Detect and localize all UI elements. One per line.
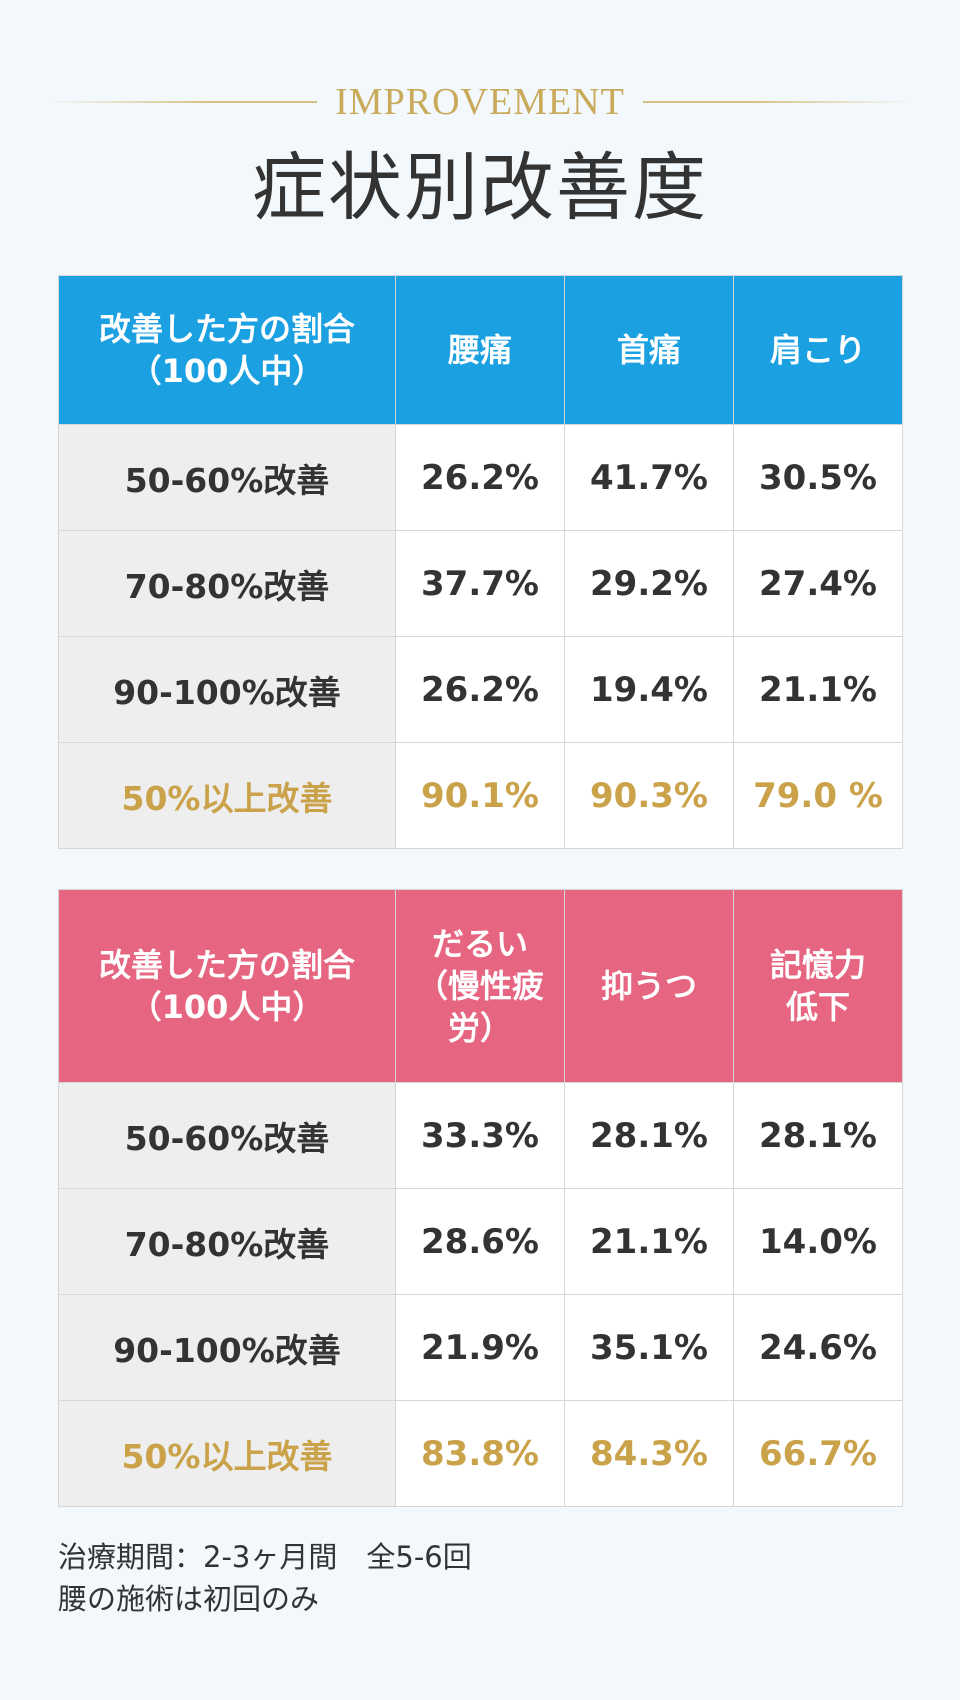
corner-header-line2: （100人中） <box>129 352 325 390</box>
row-label-total: 50%以上改善 <box>58 742 396 849</box>
table-cell: 41.7% <box>564 424 734 531</box>
corner-header: 改善した方の割合 （100人中） <box>58 889 396 1083</box>
row-label: 90-100%改善 <box>58 636 396 743</box>
column-header-memory-line2: 低下 <box>785 988 850 1026</box>
column-header-depression: 抑うつ <box>564 889 734 1083</box>
page-title: 症状別改善度 <box>252 145 708 231</box>
table-row-total: 50%以上改善 83.8% 84.3% 66.7% <box>58 1400 903 1507</box>
table-cell: 29.2% <box>564 530 734 637</box>
page-header: IMPROVEMENT 症状別改善度 <box>0 0 960 260</box>
footnote: 治療期間：2-3ヶ月間 全5-6回 腰の施術は初回のみ <box>58 1536 472 1620</box>
table-header-row: 改善した方の割合 （100人中） 腰痛 首痛 肩こり <box>58 275 903 425</box>
column-header-lower-back-pain: 腰痛 <box>395 275 565 425</box>
column-header-memory-decline: 記憶力 低下 <box>733 889 903 1083</box>
divider-line-left <box>47 101 318 103</box>
divider-line-right <box>642 101 913 103</box>
footnote-treatment-period: 治療期間：2-3ヶ月間 全5-6回 <box>58 1540 472 1574</box>
table-cell-total: 84.3% <box>564 1400 734 1507</box>
row-label: 50-60%改善 <box>58 424 396 531</box>
table-cell: 24.6% <box>733 1294 903 1401</box>
table-cell: 28.1% <box>564 1082 734 1189</box>
improvement-table-mental: 改善した方の割合 （100人中） だるい （慢性疲 労） 抑うつ 記憶力 低下 … <box>58 889 903 1507</box>
table-row: 70-80%改善 28.6% 21.1% 14.0% <box>58 1188 903 1295</box>
table-row: 50-60%改善 26.2% 41.7% 30.5% <box>58 424 903 531</box>
table-cell: 19.4% <box>564 636 734 743</box>
corner-header-line1: 改善した方の割合 <box>98 310 355 348</box>
table-cell: 21.1% <box>564 1188 734 1295</box>
table-cell-total: 90.3% <box>564 742 734 849</box>
corner-header-line1: 改善した方の割合 <box>98 946 355 984</box>
improvement-table-pain: 改善した方の割合 （100人中） 腰痛 首痛 肩こり 50-60%改善 26.2… <box>58 275 903 849</box>
table-header-row: 改善した方の割合 （100人中） だるい （慢性疲 労） 抑うつ 記憶力 低下 <box>58 889 903 1083</box>
table-cell: 28.1% <box>733 1082 903 1189</box>
row-label-total: 50%以上改善 <box>58 1400 396 1507</box>
table-cell: 21.9% <box>395 1294 565 1401</box>
eyebrow-label: IMPROVEMENT <box>335 81 625 123</box>
table-row: 90-100%改善 26.2% 19.4% 21.1% <box>58 636 903 743</box>
table-cell-total: 79.0 % <box>733 742 903 849</box>
table-cell: 28.6% <box>395 1188 565 1295</box>
table-cell: 26.2% <box>395 424 565 531</box>
table-row: 90-100%改善 21.9% 35.1% 24.6% <box>58 1294 903 1401</box>
footnote-lower-back-note: 腰の施術は初回のみ <box>58 1582 320 1616</box>
column-header-fatigue-line1: だるい <box>431 925 528 963</box>
table-cell-total: 83.8% <box>395 1400 565 1507</box>
row-label: 70-80%改善 <box>58 1188 396 1295</box>
table-row-total: 50%以上改善 90.1% 90.3% 79.0 % <box>58 742 903 849</box>
column-header-fatigue-line2: （慢性疲 <box>415 967 544 1005</box>
column-header-memory-line1: 記憶力 <box>769 946 866 984</box>
table-cell: 33.3% <box>395 1082 565 1189</box>
row-label: 90-100%改善 <box>58 1294 396 1401</box>
table-cell: 35.1% <box>564 1294 734 1401</box>
table-row: 50-60%改善 33.3% 28.1% 28.1% <box>58 1082 903 1189</box>
table-cell-total: 90.1% <box>395 742 565 849</box>
column-header-fatigue: だるい （慢性疲 労） <box>395 889 565 1083</box>
corner-header-line2: （100人中） <box>129 988 325 1026</box>
table-cell: 26.2% <box>395 636 565 743</box>
table-cell-total: 66.7% <box>733 1400 903 1507</box>
eyebrow-row: IMPROVEMENT <box>0 80 960 124</box>
table-cell: 14.0% <box>733 1188 903 1295</box>
corner-header: 改善した方の割合 （100人中） <box>58 275 396 425</box>
table-cell: 27.4% <box>733 530 903 637</box>
column-header-stiff-shoulders: 肩こり <box>733 275 903 425</box>
column-header-neck-pain: 首痛 <box>564 275 734 425</box>
row-label: 50-60%改善 <box>58 1082 396 1189</box>
table-cell: 30.5% <box>733 424 903 531</box>
column-header-depression-line1: 抑うつ <box>600 967 697 1005</box>
table-row: 70-80%改善 37.7% 29.2% 27.4% <box>58 530 903 637</box>
table-cell: 21.1% <box>733 636 903 743</box>
column-header-fatigue-line3: 労） <box>447 1009 512 1047</box>
table-cell: 37.7% <box>395 530 565 637</box>
row-label: 70-80%改善 <box>58 530 396 637</box>
